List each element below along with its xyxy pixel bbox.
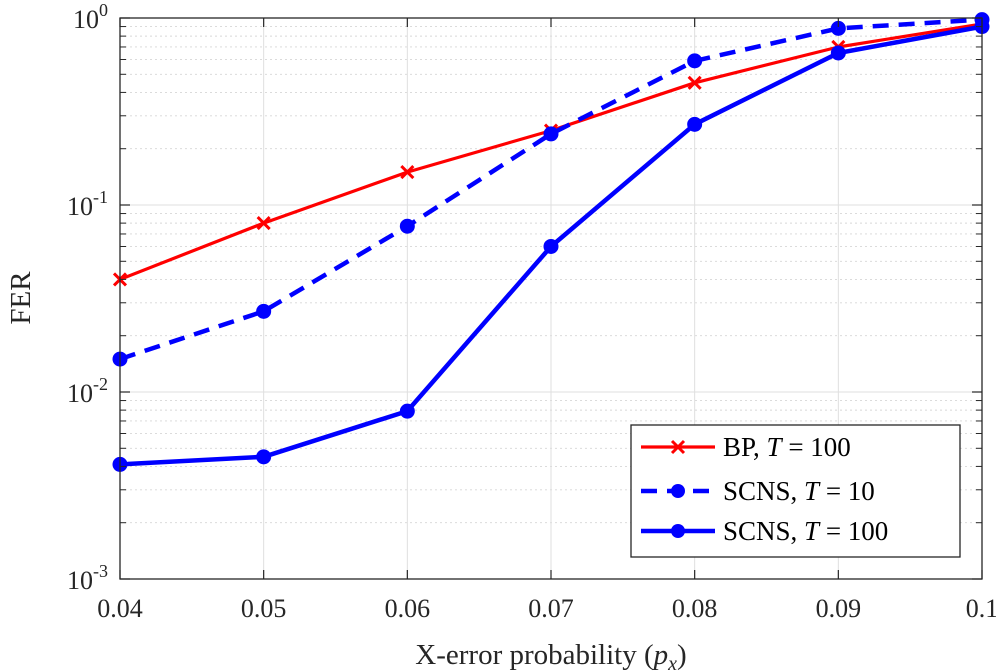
x-tick-labels: 0.04 0.05 0.06 0.07 0.08 0.09 0.1 bbox=[97, 594, 996, 623]
x-tick-label: 0.05 bbox=[241, 594, 287, 623]
data-point-2 bbox=[256, 449, 272, 465]
data-point-0 bbox=[256, 216, 271, 231]
data-point-2 bbox=[543, 238, 559, 254]
data-point-0 bbox=[400, 165, 415, 180]
series-layer bbox=[112, 12, 990, 472]
data-point-2 bbox=[399, 403, 415, 419]
data-point-1 bbox=[399, 218, 415, 234]
x-tick-label: 0.09 bbox=[816, 594, 862, 623]
legend-label-scns-t100: SCNS, T = 100 bbox=[723, 516, 888, 546]
legend-entry-bp-t100: BP, T = 100 bbox=[641, 432, 851, 462]
y-tick-labels: 100 10-1 10-2 10-3 bbox=[67, 0, 108, 595]
data-point-1 bbox=[543, 126, 559, 142]
y-tick-label: 10-1 bbox=[67, 187, 108, 221]
legend-marker-scns-t100 bbox=[671, 524, 685, 538]
legend: BP, T = 100 SCNS, T = 10 SCNS, T = 100 bbox=[630, 424, 961, 558]
x-tick-label: 0.07 bbox=[528, 594, 574, 623]
axis-ticks bbox=[119, 17, 983, 580]
legend-label-scns-t10: SCNS, T = 10 bbox=[723, 476, 875, 506]
x-axis-label: X-error probability (px) bbox=[415, 639, 686, 671]
data-point-1 bbox=[687, 53, 703, 69]
y-axis-label: FER bbox=[5, 271, 37, 325]
x-tick-label: 0.04 bbox=[97, 594, 143, 623]
data-point-2 bbox=[687, 116, 703, 132]
legend-entry-scns-t10: SCNS, T = 10 bbox=[641, 476, 875, 506]
y-tick-label: 10-3 bbox=[67, 561, 108, 595]
y-tick-label: 100 bbox=[73, 0, 108, 34]
legend-entry-scns-t100: SCNS, T = 100 bbox=[641, 516, 888, 546]
legend-marker-bp bbox=[670, 439, 686, 455]
x-tick-label: 0.1 bbox=[966, 594, 996, 623]
x-tick-label: 0.08 bbox=[672, 594, 718, 623]
x-tick-label: 0.06 bbox=[385, 594, 431, 623]
data-point-1 bbox=[830, 20, 846, 36]
y-tick-label: 10-2 bbox=[67, 374, 108, 408]
data-point-0 bbox=[687, 75, 702, 90]
data-point-1 bbox=[256, 303, 272, 319]
data-point-2 bbox=[830, 45, 846, 61]
legend-marker-scns-t10 bbox=[671, 484, 685, 498]
legend-label-bp: BP, T = 100 bbox=[723, 432, 851, 462]
